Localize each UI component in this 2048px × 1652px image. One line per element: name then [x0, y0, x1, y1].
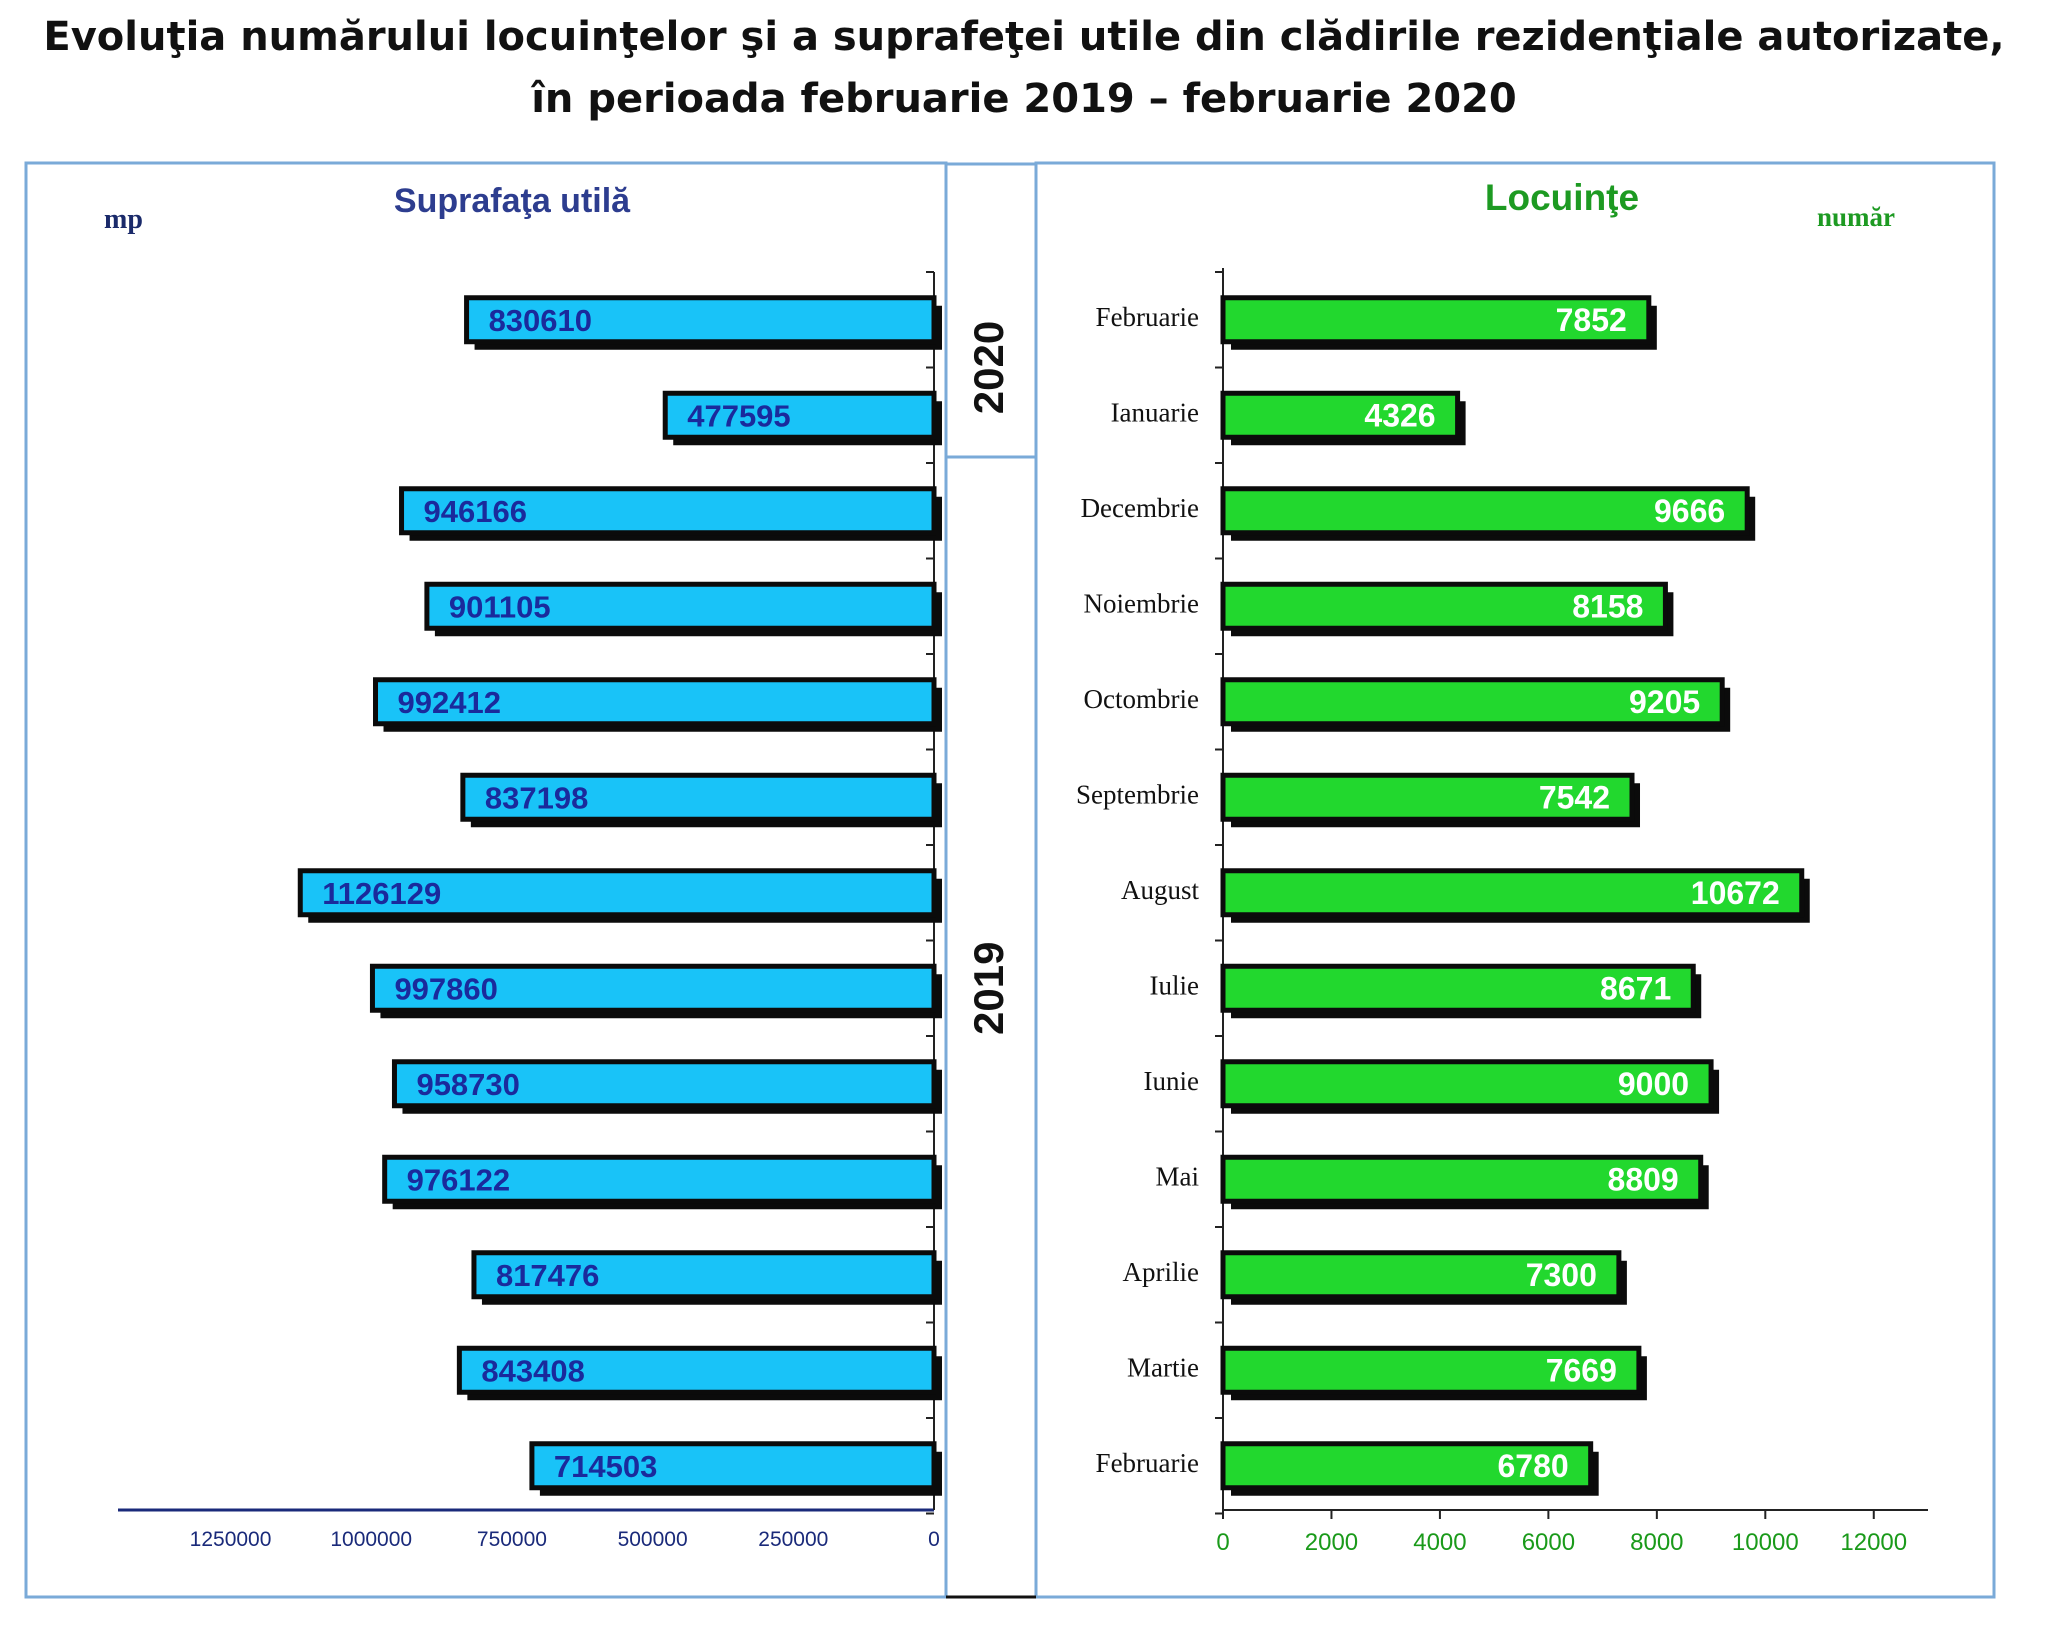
dwelling-bar-value-label: 8809	[1608, 1161, 1679, 1197]
month-label: Februarie	[1096, 1448, 1199, 1478]
dwelling-bar-value-label: 9205	[1629, 684, 1700, 720]
month-label: Martie	[1127, 1352, 1199, 1382]
area-bar-value-label: 837198	[485, 780, 588, 815]
month-label: August	[1121, 875, 1200, 905]
area-bar-value-label: 830610	[489, 303, 592, 338]
dwelling-bar	[1220, 1154, 1704, 1204]
area-bar	[460, 772, 937, 822]
chart-title: Evoluţia numărului locuinţelor şi a supr…	[0, 6, 2048, 130]
dwelling-bar	[1220, 1345, 1642, 1395]
area-bar-value-label: 817476	[496, 1258, 599, 1293]
year-label: 2019	[965, 942, 1012, 1035]
area-bar	[297, 868, 937, 918]
dwelling-bar-value-label: 8671	[1600, 970, 1671, 1006]
dwelling-bar-value-label: 8158	[1572, 588, 1643, 624]
right-chart-frame	[1034, 161, 1996, 1599]
month-label: Mai	[1156, 1161, 1200, 1191]
dwelling-bar	[1220, 963, 1696, 1013]
area-bar-value-label: 976122	[407, 1162, 510, 1197]
area-bar	[424, 581, 937, 631]
dwelling-chart-title: Locuinţe	[1485, 177, 1639, 218]
area-bar	[382, 1154, 937, 1204]
area-x-tick-label: 750000	[477, 1528, 547, 1551]
dwelling-bar	[1220, 295, 1652, 345]
dwelling-bar	[1220, 486, 1750, 536]
area-bar	[471, 1250, 937, 1300]
area-unit-label: mp	[104, 204, 143, 235]
area-bar	[662, 390, 937, 440]
dwelling-bar-value-label: 10672	[1691, 875, 1780, 911]
area-bar	[529, 1441, 937, 1491]
area-x-tick-label: 0	[928, 1528, 940, 1551]
dwelling-x-tick-label: 6000	[1522, 1529, 1575, 1556]
area-bars: 830610 477595 946166 901105 992412 837198 1126…	[297, 295, 942, 1496]
area-x-tick-label: 1250000	[190, 1528, 272, 1551]
dwelling-bar-value-label: 7852	[1556, 302, 1627, 338]
area-bar	[464, 295, 937, 345]
area-bar-value-label: 714503	[554, 1449, 657, 1484]
area-bar-value-label: 958730	[416, 1067, 519, 1102]
chart-title-line-1: Evoluţia numărului locuinţelor şi a supr…	[43, 14, 2005, 60]
area-bar	[369, 963, 937, 1013]
dwelling-x-tick-label: 2000	[1305, 1529, 1358, 1556]
year-labels: 2020 2019	[965, 321, 1012, 1035]
dwelling-bar-value-label: 7542	[1539, 779, 1610, 815]
area-bar	[373, 677, 937, 727]
dwelling-bar-value-label: 4326	[1364, 397, 1435, 433]
dwelling-bars: 7852 4326 9666 8158 9205 7542 10672 8671 9000 880…	[1220, 295, 1810, 1496]
month-label: Decembrie	[1081, 493, 1199, 523]
area-bar-value-label: 1126129	[322, 876, 441, 911]
area-bar-value-label: 477595	[687, 398, 790, 433]
area-bar	[399, 486, 937, 536]
dwelling-bar	[1220, 772, 1635, 822]
area-bar-value-label: 992412	[398, 685, 501, 720]
dwelling-bar	[1220, 1250, 1622, 1300]
area-x-tick-label: 500000	[618, 1528, 688, 1551]
dwelling-x-tick-label: 12000	[1840, 1529, 1907, 1556]
dwelling-bar-value-label: 9000	[1618, 1066, 1689, 1102]
dwelling-bar	[1220, 581, 1668, 631]
area-x-tick-label: 250000	[758, 1528, 828, 1551]
area-bar-value-label: 901105	[449, 589, 551, 624]
month-label: Ianuarie	[1111, 397, 1199, 427]
dwelling-bar	[1220, 868, 1805, 918]
dwelling-bar-value-label: 6780	[1497, 1448, 1568, 1484]
dwelling-bar-value-label: 7669	[1546, 1352, 1617, 1388]
month-label: Aprilie	[1123, 1257, 1199, 1287]
dwelling-x-tick-label: 4000	[1413, 1529, 1466, 1556]
dwelling-bar	[1220, 1059, 1714, 1109]
area-bar-value-label: 997860	[394, 971, 497, 1006]
dwelling-x-tick-label: 8000	[1630, 1529, 1683, 1556]
area-bar	[391, 1059, 937, 1109]
dwelling-bar-value-label: 7300	[1526, 1257, 1597, 1293]
dwelling-x-tick-label: 0	[1216, 1529, 1229, 1556]
dwelling-bar-value-label: 9666	[1654, 493, 1725, 529]
dwelling-bar	[1220, 1441, 1594, 1491]
month-label: Noiembrie	[1084, 588, 1199, 618]
dwelling-unit-label: număr	[1817, 202, 1895, 232]
area-bar	[456, 1345, 937, 1395]
area-x-tick-label: 1000000	[330, 1528, 412, 1551]
month-label: Iulie	[1150, 970, 1199, 1000]
year-label: 2020	[965, 321, 1012, 414]
area-bar-value-label: 843408	[481, 1353, 584, 1388]
month-label: Februarie	[1096, 302, 1199, 332]
dwelling-bar	[1220, 390, 1461, 440]
left-chart-frame	[24, 161, 948, 1599]
month-label: Iunie	[1144, 1066, 1199, 1096]
area-chart-title: Suprafaţa utilă	[394, 182, 631, 220]
dwelling-x-tick-label: 10000	[1732, 1529, 1799, 1556]
dwelling-axis: 0 2000 4000 6000 8000 10000 12000 Februarie Ianu…	[1076, 268, 1928, 1556]
area-bar-value-label: 946166	[424, 494, 527, 529]
dwelling-bar	[1220, 677, 1725, 727]
month-label: Septembrie	[1076, 779, 1199, 809]
chart-title-line-2: în perioada februarie 2019 – februarie 2…	[531, 76, 1517, 122]
month-label: Octombrie	[1084, 684, 1199, 714]
